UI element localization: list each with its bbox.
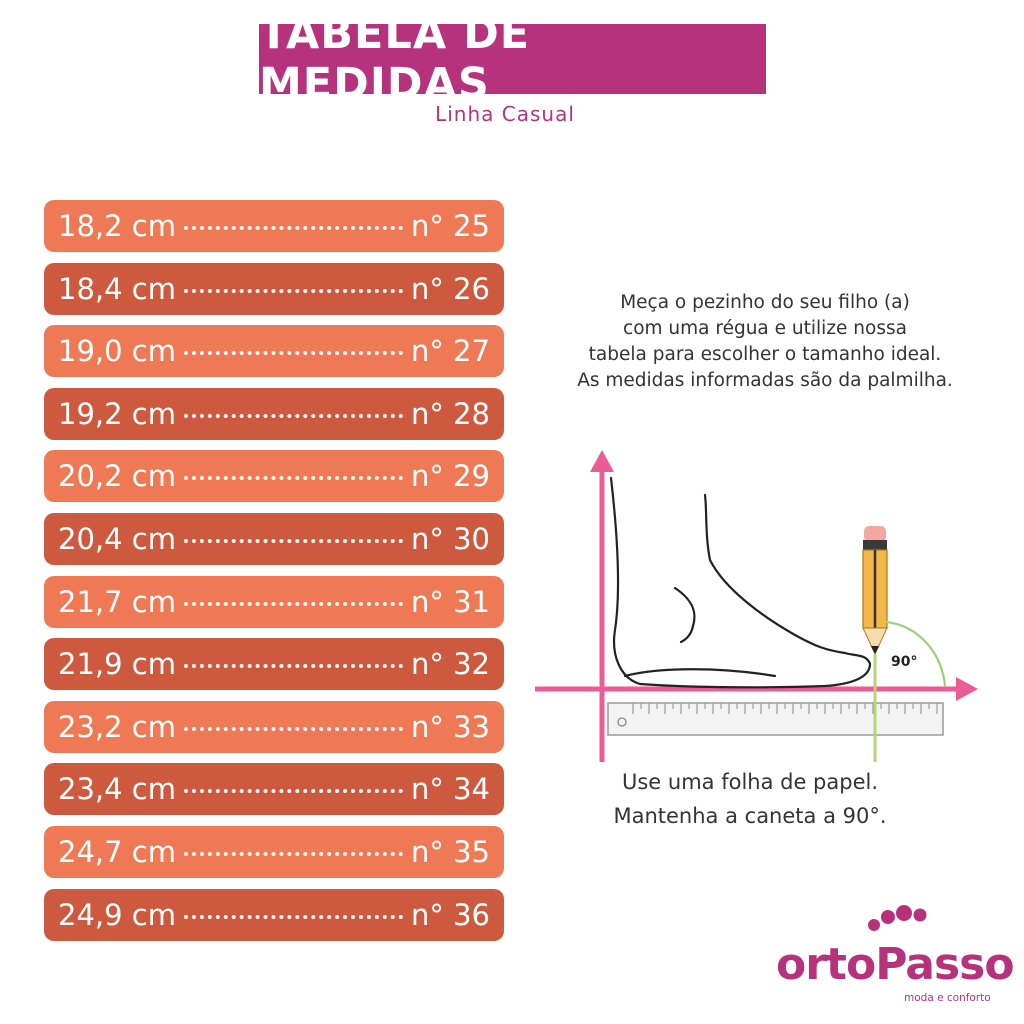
dotted-leader <box>183 726 403 731</box>
size-row: 23,4 cm n° 34 <box>44 763 504 816</box>
page-subtitle: Linha Casual <box>435 102 575 126</box>
size-row: 20,2 cm n° 29 <box>44 450 504 503</box>
foot-length: 18,4 cm <box>58 271 176 306</box>
shoe-size: n° 29 <box>411 459 490 494</box>
angle-arc <box>885 620 947 688</box>
size-row: 18,2 cm n° 25 <box>44 200 504 252</box>
title-banner: TABELA DE MEDIDAS <box>259 9 766 109</box>
shoe-size: n° 32 <box>411 647 490 682</box>
shoe-size: n° 25 <box>411 209 490 243</box>
foot-length: 20,2 cm <box>58 459 176 494</box>
shoe-size: n° 36 <box>411 897 490 932</box>
page-title: TABELA DE MEDIDAS <box>259 9 531 109</box>
size-row: 19,0 cm n° 27 <box>44 325 504 378</box>
size-row: 21,9 cm n° 32 <box>44 638 504 691</box>
foot-length: 24,7 cm <box>58 834 176 869</box>
size-row: 23,2 cm n° 33 <box>44 700 504 753</box>
vertical-axis-arrow <box>590 450 614 762</box>
instructions-line: Meça o pezinho do seu filho (a) <box>620 292 910 313</box>
logo-wordmark: ortoPasso <box>776 939 1015 990</box>
size-row: 20,4 cm n° 30 <box>44 512 504 565</box>
foot-icon <box>609 476 872 689</box>
footprint-icon <box>868 905 927 931</box>
foot-measurement-diagram: 90° <box>535 450 978 762</box>
angle-label: 90° <box>891 654 917 670</box>
dotted-leader <box>183 288 403 293</box>
caption-line: Use uma folha de papel. <box>621 770 879 794</box>
dotted-leader <box>183 476 403 481</box>
dotted-leader <box>183 664 403 669</box>
size-row: 21,7 cm n° 31 <box>44 575 504 628</box>
foot-length: 24,9 cm <box>58 897 176 932</box>
foot-length: 21,9 cm <box>58 647 176 682</box>
instructions-line: As medidas informadas são da palmilha. <box>577 370 953 391</box>
size-row: 24,7 cm n° 35 <box>44 825 504 878</box>
pencil-icon <box>862 526 888 656</box>
size-row: 24,9 cm n° 36 <box>44 888 504 941</box>
shoe-size: n° 30 <box>411 521 490 556</box>
shoe-size: n° 26 <box>411 271 490 306</box>
foot-length: 18,2 cm <box>58 209 176 243</box>
foot-length: 23,2 cm <box>58 709 176 744</box>
dotted-leader <box>183 351 403 356</box>
caption-line: Mantenha a caneta a 90°. <box>613 804 887 828</box>
shoe-size: n° 34 <box>411 772 490 807</box>
horizontal-axis-arrow <box>535 677 978 701</box>
ortopasso-logo: ortoPasso moda e conforto <box>770 905 1015 1005</box>
dotted-leader <box>183 851 403 856</box>
dotted-leader <box>183 413 403 418</box>
shoe-size: n° 28 <box>411 396 490 431</box>
size-row: 18,4 cm n° 26 <box>44 262 504 315</box>
shoe-size: n° 33 <box>411 709 490 744</box>
instructions-line: com uma régua e utilize nossa <box>623 318 907 339</box>
foot-length: 21,7 cm <box>58 584 176 619</box>
instructions-text: Meça o pezinho do seu filho (a) com uma … <box>530 290 1000 394</box>
shoe-size: n° 31 <box>411 584 490 619</box>
shoe-size: n° 35 <box>411 834 490 869</box>
dotted-leader <box>183 601 403 606</box>
logo-tagline: moda e conforto <box>904 992 991 1004</box>
dotted-leader <box>183 538 403 543</box>
ruler-icon <box>607 702 944 736</box>
dotted-leader <box>183 789 403 794</box>
foot-length: 23,4 cm <box>58 772 176 807</box>
size-row: 19,2 cm n° 28 <box>44 387 504 440</box>
foot-length: 19,0 cm <box>58 334 176 369</box>
instructions-line: tabela para escolher o tamanho ideal. <box>588 344 942 365</box>
shoe-size: n° 27 <box>411 334 490 369</box>
dotted-leader <box>183 914 403 919</box>
foot-length: 19,2 cm <box>58 396 176 431</box>
foot-length: 20,4 cm <box>58 521 176 556</box>
size-table: 18,2 cm n° 25 18,4 cm n° 26 19,0 cm n° 27 19,2… <box>44 200 504 951</box>
dotted-leader <box>183 226 403 230</box>
caption-text: Use uma folha de papel. Mantenha a canet… <box>590 765 910 833</box>
